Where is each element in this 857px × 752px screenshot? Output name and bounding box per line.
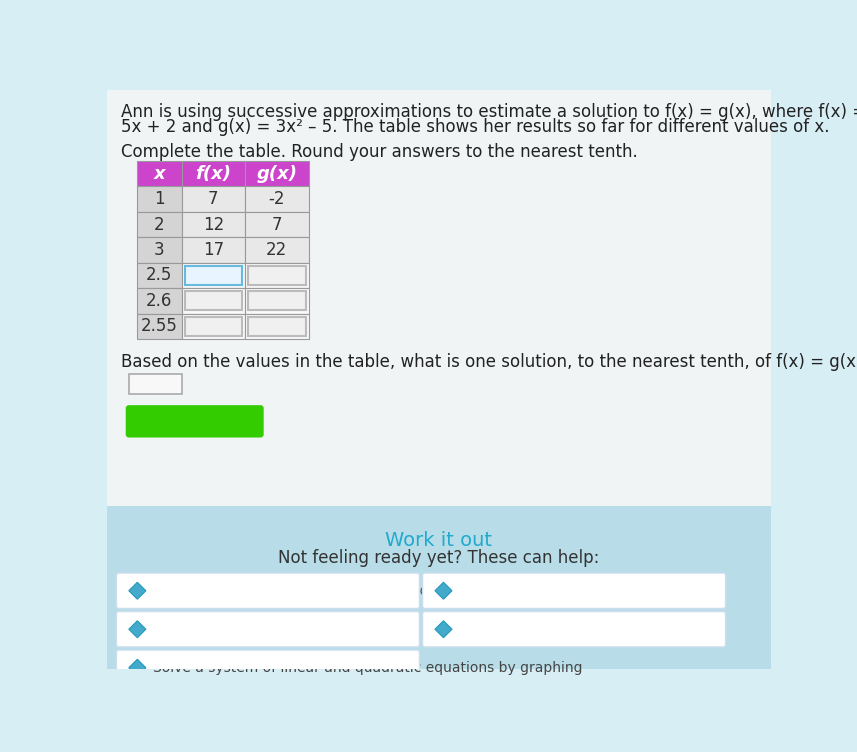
FancyBboxPatch shape (423, 573, 726, 608)
Bar (136, 262, 182, 288)
Text: 2.6: 2.6 (146, 292, 172, 310)
Text: Approximate solutions using a table: Approximate solutions using a table (459, 622, 709, 636)
Bar (182, 186, 245, 212)
Text: -2: -2 (268, 190, 285, 208)
Text: 22: 22 (267, 241, 287, 259)
Polygon shape (435, 620, 452, 638)
FancyBboxPatch shape (117, 650, 419, 686)
Bar (107, 506, 771, 669)
FancyBboxPatch shape (423, 611, 726, 647)
Bar (136, 288, 182, 314)
Bar (249, 265, 306, 285)
Text: Find values using function graphs: Find values using function graphs (459, 584, 692, 598)
Bar (249, 291, 306, 311)
Text: g(x): g(x) (256, 165, 297, 183)
Bar (184, 317, 242, 336)
Text: Not feeling ready yet? These can help:: Not feeling ready yet? These can help: (279, 549, 600, 567)
Text: Work it out: Work it out (386, 531, 492, 550)
Text: 12: 12 (202, 216, 224, 234)
Text: 1: 1 (153, 190, 165, 208)
Text: 5x + 2 and g(x) = 3x² – 5. The table shows her results so far for different valu: 5x + 2 and g(x) = 3x² – 5. The table sho… (121, 118, 830, 136)
Polygon shape (129, 620, 146, 638)
Text: Find solutions using a table: Find solutions using a table (153, 622, 342, 636)
Text: Relate the graph of a linear equation to its solutions: Relate the graph of a linear equation to… (153, 584, 515, 598)
Bar (249, 317, 306, 336)
Bar (245, 186, 309, 212)
Bar (245, 238, 309, 262)
Text: Based on the values in the table, what is one solution, to the nearest tenth, of: Based on the values in the table, what i… (121, 353, 857, 371)
Bar (136, 314, 182, 339)
Bar (182, 262, 245, 288)
Bar (184, 265, 242, 285)
Text: 7: 7 (208, 190, 219, 208)
FancyBboxPatch shape (126, 405, 264, 438)
Text: 2: 2 (153, 216, 165, 234)
Text: 2.55: 2.55 (141, 317, 177, 335)
Text: f(x): f(x) (195, 165, 231, 183)
Polygon shape (129, 660, 146, 676)
Polygon shape (435, 582, 452, 599)
Polygon shape (129, 582, 146, 599)
Bar (245, 212, 309, 238)
Bar (182, 212, 245, 238)
Bar (182, 314, 245, 339)
Text: Ann is using successive approximations to estimate a solution to f(x) = g(x), wh: Ann is using successive approximations t… (121, 102, 857, 120)
Bar (182, 238, 245, 262)
Bar (245, 161, 309, 186)
Bar (107, 90, 771, 510)
Bar (129, 374, 182, 394)
Bar (245, 314, 309, 339)
Bar (182, 288, 245, 314)
Text: Complete the table. Round your answers to the nearest tenth.: Complete the table. Round your answers t… (121, 143, 638, 161)
Text: Submit: Submit (156, 412, 234, 431)
Bar (182, 161, 245, 186)
Bar (136, 212, 182, 238)
Text: 7: 7 (272, 216, 282, 234)
Bar (184, 291, 242, 311)
Bar (136, 161, 182, 186)
Bar (136, 238, 182, 262)
Bar (245, 288, 309, 314)
Bar (136, 186, 182, 212)
Bar (245, 262, 309, 288)
Text: 3: 3 (153, 241, 165, 259)
Text: x: x (153, 165, 165, 183)
FancyBboxPatch shape (117, 573, 419, 608)
Text: 2.5: 2.5 (146, 266, 172, 284)
FancyBboxPatch shape (117, 611, 419, 647)
Text: 17: 17 (203, 241, 224, 259)
Text: Solve a system of linear and quadratic equations by graphing: Solve a system of linear and quadratic e… (153, 661, 583, 675)
